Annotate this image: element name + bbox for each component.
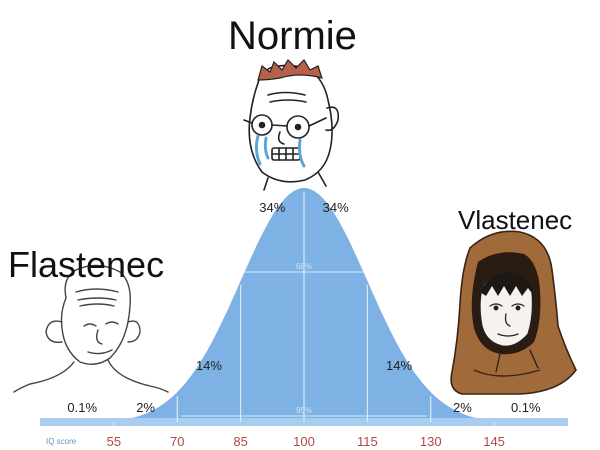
percent-label: 2%: [136, 400, 155, 415]
percent-label: 2%: [453, 400, 472, 415]
tick-label: 70: [170, 434, 184, 449]
tick-label: 85: [233, 434, 247, 449]
percent-label: 0.1%: [511, 400, 541, 415]
percent-label: 14%: [386, 358, 412, 373]
tick-label: 145: [483, 434, 505, 449]
range-label: 95%: [296, 406, 312, 415]
normie-label: Normie: [228, 14, 357, 58]
axis-label: IQ score: [46, 437, 77, 446]
percent-label: 34%: [323, 200, 349, 215]
tick-label: 130: [420, 434, 442, 449]
tick-label: 100: [293, 434, 315, 449]
vlastenec-label: Vlastenec: [458, 205, 573, 235]
tick-label: 55: [107, 434, 121, 449]
range-label: 68%: [296, 262, 312, 271]
percent-label: 34%: [259, 200, 285, 215]
percent-label: 0.1%: [67, 400, 97, 415]
flastenec-label: Flastenec: [8, 244, 165, 285]
percent-label: 14%: [196, 358, 222, 373]
tick-label: 115: [357, 434, 378, 449]
